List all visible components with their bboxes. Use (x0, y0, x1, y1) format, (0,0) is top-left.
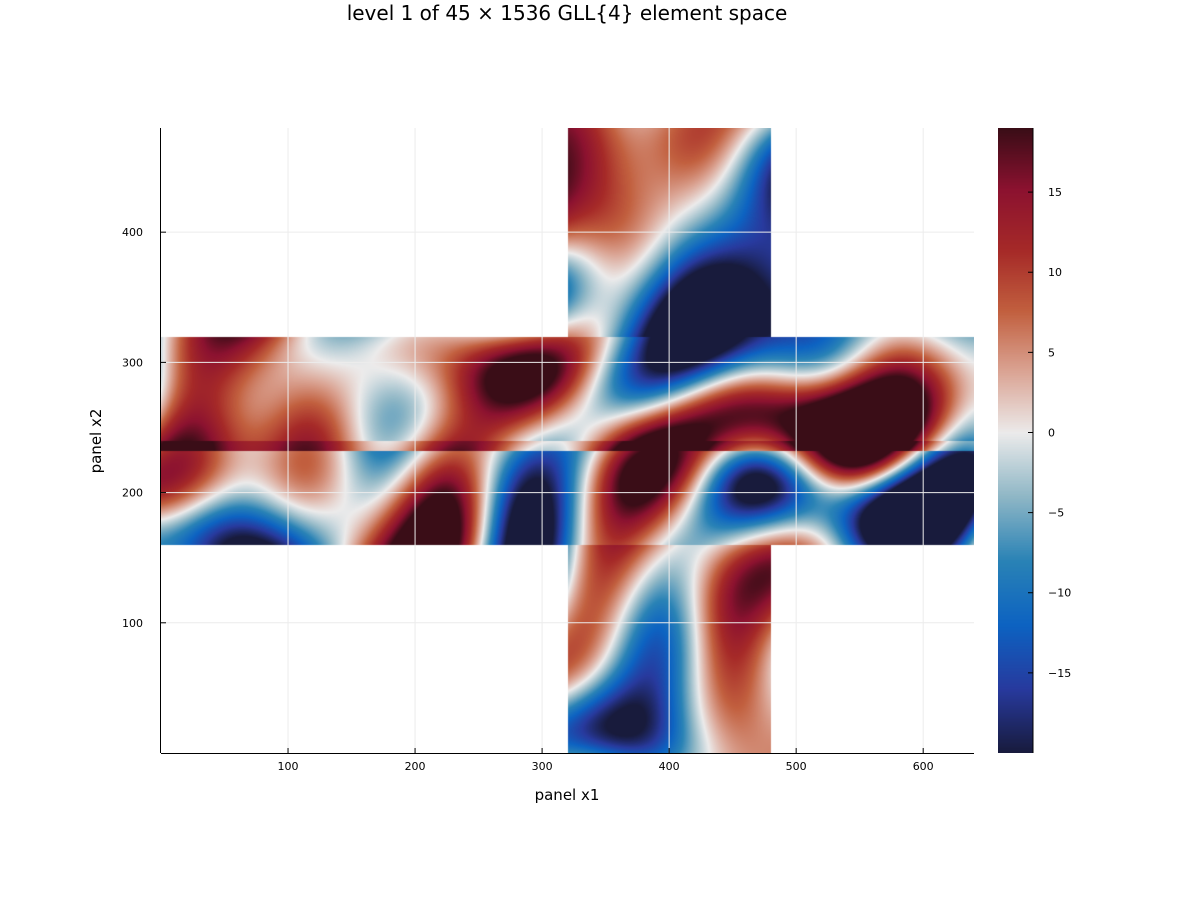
x-tick-label: 500 (786, 760, 807, 773)
y-tick-label: 300 (122, 356, 143, 369)
y-tick-label: 200 (122, 487, 143, 500)
colorbar-tick-label: 15 (1048, 186, 1062, 199)
colorbar-tick-label: 10 (1048, 266, 1062, 279)
colorbar-tick-label: 0 (1048, 426, 1055, 439)
y-tick-label: 100 (122, 617, 143, 630)
x-tick-label: 600 (913, 760, 934, 773)
colorbar-tick-label: −5 (1048, 507, 1064, 520)
colorbar-tick-label: −15 (1048, 667, 1071, 680)
x-tick-label: 400 (659, 760, 680, 773)
colorbar-tick-label: 5 (1048, 346, 1055, 359)
x-tick-label: 200 (405, 760, 426, 773)
x-axis-label: panel x1 (535, 786, 600, 804)
chart-title: level 1 of 45 × 1536 GLL{4} element spac… (346, 1, 788, 25)
x-tick-label: 300 (532, 760, 553, 773)
colorbar (998, 128, 1033, 753)
x-tick-label: 100 (278, 760, 299, 773)
y-tick-label: 400 (122, 226, 143, 239)
y-axis-label: panel x2 (87, 409, 105, 474)
colorbar-tick-label: −10 (1048, 587, 1071, 600)
